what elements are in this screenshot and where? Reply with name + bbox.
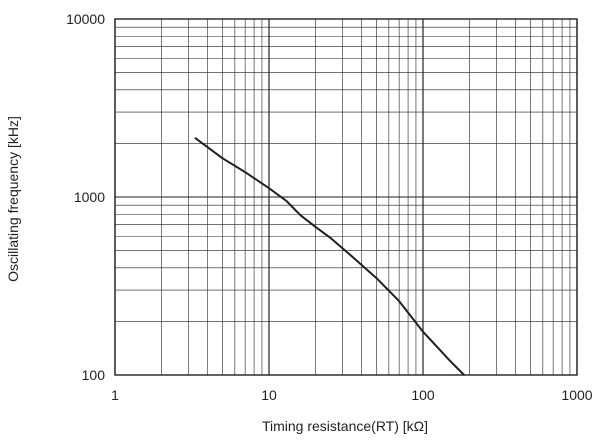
series-layer xyxy=(194,136,465,376)
y-tick-label: 1000 xyxy=(74,189,105,205)
x-tick-label: 10 xyxy=(261,387,277,403)
x-tick-label: 1000 xyxy=(561,387,592,403)
x-axis-title: Timing resistance(RT) [kΩ] xyxy=(262,418,428,434)
tick-labels: 1 10 100 1000 100 1000 10000 xyxy=(66,11,593,403)
y-axis-title: Oscillating frequency [kHz] xyxy=(5,116,21,282)
x-tick-label: 100 xyxy=(411,387,435,403)
y-tick-label: 100 xyxy=(82,367,106,383)
y-tick-label: 10000 xyxy=(66,11,105,27)
plot-frame xyxy=(114,18,578,376)
series-line xyxy=(194,136,465,376)
x-tick-label: 1 xyxy=(111,387,119,403)
grid xyxy=(114,18,578,376)
